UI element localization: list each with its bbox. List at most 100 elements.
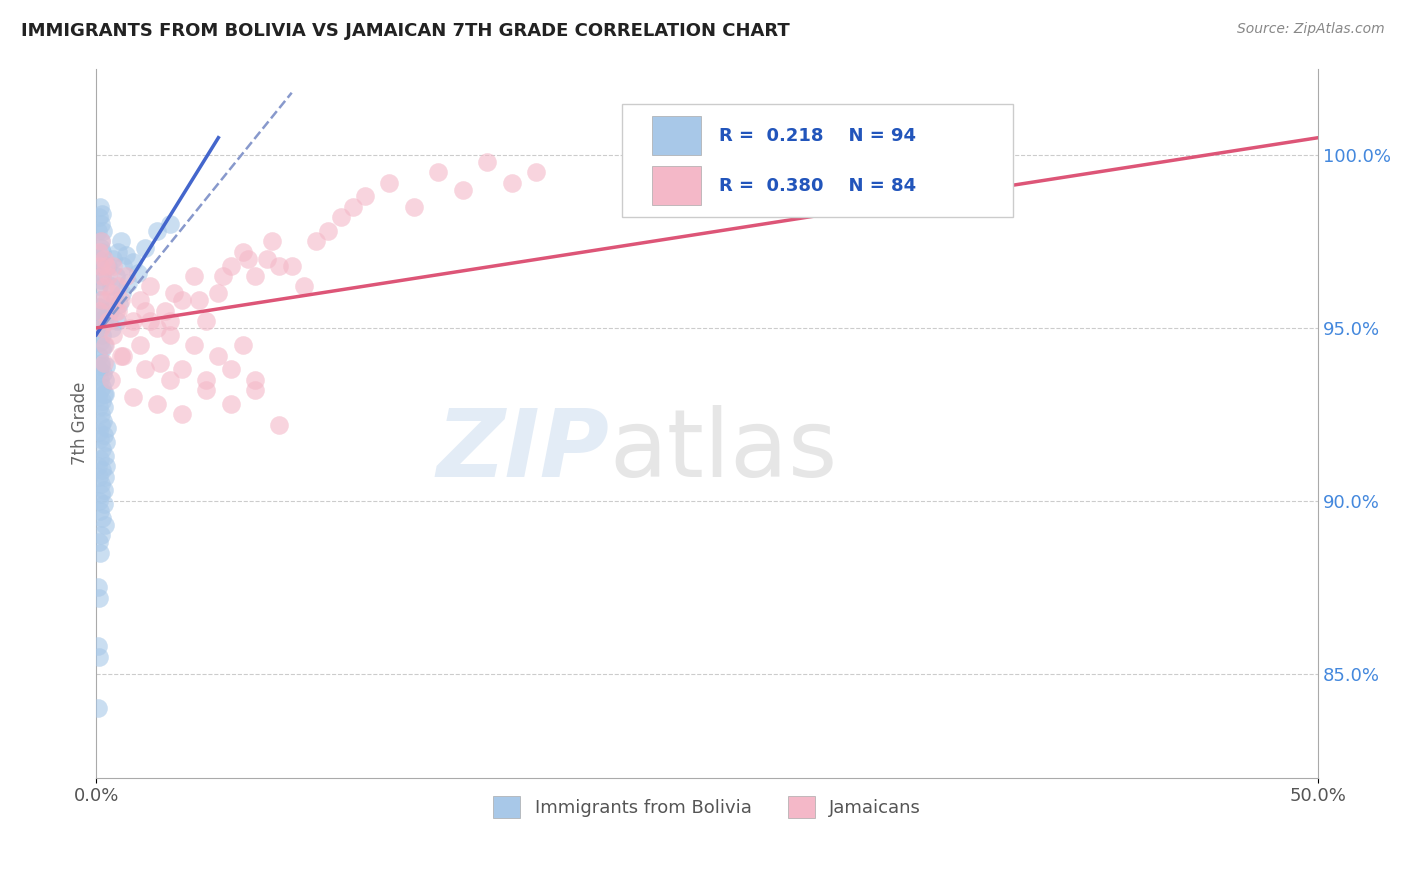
Point xyxy=(93,338,115,352)
Point xyxy=(170,293,193,308)
Point xyxy=(91,244,114,259)
Point xyxy=(93,310,115,325)
Point xyxy=(89,432,111,446)
Point xyxy=(90,355,112,369)
Point xyxy=(318,224,340,238)
Point xyxy=(90,217,112,231)
Text: atlas: atlas xyxy=(609,405,838,498)
Point xyxy=(159,373,181,387)
Point xyxy=(107,303,129,318)
Point xyxy=(94,459,117,474)
Point xyxy=(91,442,114,456)
Point xyxy=(93,449,115,463)
Point xyxy=(378,176,401,190)
Point xyxy=(219,397,242,411)
Point xyxy=(134,303,156,318)
Point xyxy=(451,183,474,197)
Point xyxy=(524,165,547,179)
Point xyxy=(90,476,112,491)
Point xyxy=(100,286,122,301)
Point xyxy=(98,303,121,318)
Point xyxy=(103,293,125,308)
Point xyxy=(90,235,112,249)
Point xyxy=(90,272,112,286)
Point xyxy=(91,342,114,356)
Point xyxy=(90,359,112,373)
Point xyxy=(91,293,114,308)
Point xyxy=(121,255,143,269)
Point xyxy=(91,268,114,283)
Point xyxy=(93,279,115,293)
Point xyxy=(87,494,110,508)
Point xyxy=(87,362,110,376)
Point xyxy=(149,355,172,369)
Point xyxy=(91,463,114,477)
Point xyxy=(87,701,110,715)
Point xyxy=(87,300,110,314)
Point xyxy=(90,241,112,255)
Point xyxy=(117,276,139,290)
Point xyxy=(94,259,117,273)
Text: R =  0.380    N = 84: R = 0.380 N = 84 xyxy=(720,177,917,194)
FancyBboxPatch shape xyxy=(652,166,702,205)
Point xyxy=(93,518,115,533)
Point xyxy=(94,435,117,450)
Point xyxy=(114,248,136,262)
Point xyxy=(93,401,115,415)
Point xyxy=(89,293,111,308)
Point xyxy=(89,452,111,467)
Point xyxy=(104,268,127,283)
Point xyxy=(91,366,114,380)
Point xyxy=(134,241,156,255)
Point xyxy=(280,259,302,273)
Point xyxy=(269,417,291,432)
Point xyxy=(159,327,181,342)
Point xyxy=(90,380,112,394)
Point xyxy=(93,497,115,511)
Point xyxy=(91,224,114,238)
Point xyxy=(90,408,112,422)
Point xyxy=(159,314,181,328)
Point xyxy=(96,293,118,308)
Point xyxy=(243,373,266,387)
Point xyxy=(93,355,115,369)
Point xyxy=(100,373,122,387)
Point xyxy=(87,469,110,483)
Point xyxy=(232,338,254,352)
Point xyxy=(212,268,235,283)
Point xyxy=(87,252,110,266)
Point xyxy=(87,211,110,225)
Point xyxy=(207,286,229,301)
Point xyxy=(90,207,112,221)
Point xyxy=(90,268,112,283)
Point xyxy=(87,401,110,415)
Point xyxy=(89,259,111,273)
Point xyxy=(342,200,364,214)
Point xyxy=(256,252,278,266)
Point xyxy=(195,383,218,397)
Point xyxy=(87,591,110,605)
Point xyxy=(170,408,193,422)
Point xyxy=(93,373,115,387)
Point xyxy=(93,469,115,483)
Point xyxy=(329,211,352,225)
Point xyxy=(103,327,125,342)
Point xyxy=(87,279,110,293)
Point xyxy=(110,293,132,308)
Point xyxy=(153,303,176,318)
Point xyxy=(89,321,111,335)
Point xyxy=(129,293,152,308)
Point xyxy=(108,296,131,310)
Point xyxy=(114,268,136,283)
Point xyxy=(159,217,181,231)
FancyBboxPatch shape xyxy=(621,104,1012,218)
Point xyxy=(183,338,205,352)
Point xyxy=(89,546,111,560)
Point xyxy=(87,224,110,238)
Point xyxy=(91,393,114,408)
Text: Source: ZipAtlas.com: Source: ZipAtlas.com xyxy=(1237,22,1385,37)
Point xyxy=(269,259,291,273)
Point xyxy=(91,303,114,318)
Point xyxy=(87,390,110,404)
Y-axis label: 7th Grade: 7th Grade xyxy=(72,382,89,465)
